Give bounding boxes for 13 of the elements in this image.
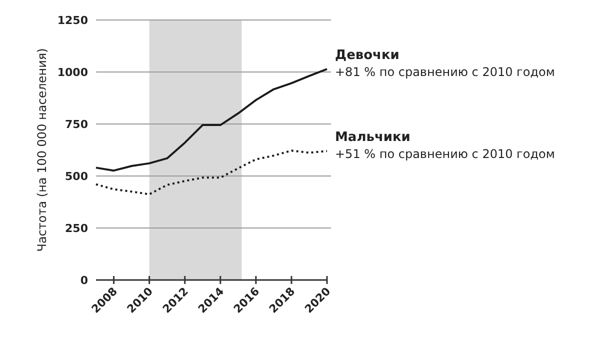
- line-series: [95, 68, 328, 172]
- y-tick-label: 0: [80, 274, 88, 287]
- line-series: [95, 150, 328, 196]
- series-label: Девочки: [335, 48, 400, 64]
- y-tick-label: 1250: [57, 14, 88, 27]
- y-tick-label: 500: [65, 170, 88, 183]
- text: +51 % по сравнению с 2010 годом: [335, 147, 555, 162]
- y-axis-title: Частота (на 100 000 населения): [35, 48, 49, 252]
- y-tick-label: 250: [65, 222, 88, 235]
- y-tick-label: 1000: [57, 66, 88, 79]
- y-tick-label: 750: [65, 118, 88, 131]
- text: +81 % по сравнению с 2010 годом: [335, 65, 555, 80]
- series-label: Мальчики: [335, 130, 410, 146]
